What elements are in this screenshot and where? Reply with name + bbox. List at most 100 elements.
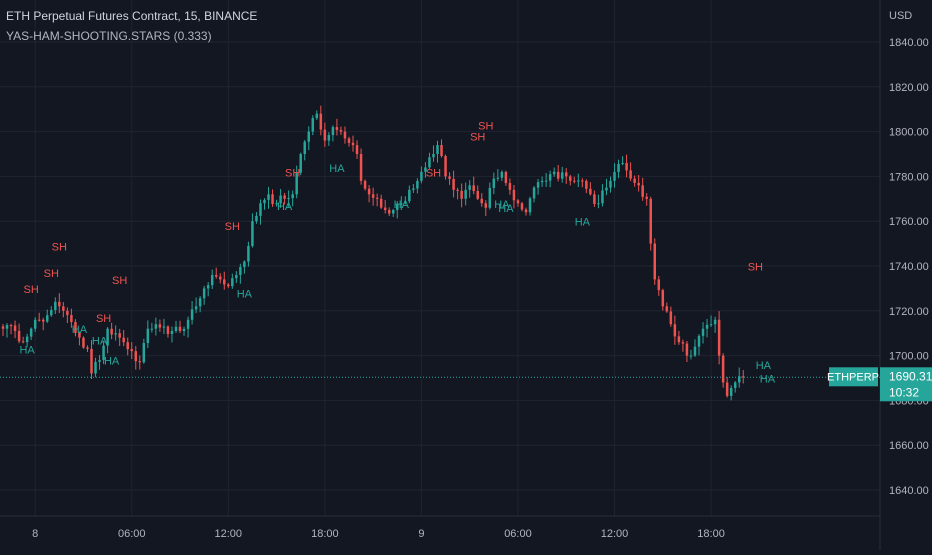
- candle-body: [573, 180, 576, 182]
- candle-body: [484, 203, 488, 208]
- candle-body: [396, 204, 399, 210]
- candle-body: [235, 274, 238, 279]
- hammer-label: HA: [72, 324, 88, 336]
- candle-body: [98, 360, 101, 362]
- hammer-label: HA: [329, 163, 345, 175]
- candle-body: [194, 306, 198, 310]
- candle-body: [673, 324, 677, 337]
- candle-body: [581, 180, 584, 182]
- time-axis-label: 8: [32, 528, 38, 540]
- candle-body: [162, 326, 166, 328]
- candle-body: [601, 190, 604, 204]
- candle-body: [134, 351, 138, 362]
- price-axis-label: 1660.00: [889, 440, 929, 452]
- hammer-label: HA: [760, 373, 776, 385]
- hammer-label: HA: [237, 288, 253, 300]
- candle-body: [665, 306, 669, 312]
- candle-body: [713, 319, 717, 325]
- candle-body: [82, 337, 85, 348]
- candle-body: [705, 324, 709, 329]
- candle-body: [468, 185, 471, 190]
- candle-body: [424, 167, 427, 172]
- candle-body: [299, 154, 302, 173]
- hammer-label: HA: [498, 203, 514, 215]
- candle-body: [166, 326, 170, 334]
- candle-body: [379, 198, 383, 208]
- candle-body: [742, 376, 745, 378]
- candle-body: [508, 183, 512, 190]
- candle-body: [62, 306, 65, 311]
- candle-body: [420, 171, 423, 181]
- candle-body: [198, 298, 202, 307]
- candle-body: [347, 138, 351, 143]
- symbol-title[interactable]: ETH Perpetual Futures Contract, 15, BINA…: [6, 9, 258, 23]
- candle-body: [46, 315, 49, 322]
- candle-body: [669, 311, 673, 325]
- candle-body: [593, 194, 596, 204]
- candle-body: [319, 113, 323, 130]
- shooting-star-label: SH: [470, 132, 485, 144]
- candle-body: [476, 191, 479, 199]
- candle-body: [387, 210, 391, 214]
- candle-body: [102, 345, 105, 361]
- time-axis-label: 06:00: [504, 528, 532, 540]
- candle-body: [717, 319, 721, 356]
- candle-body: [210, 274, 214, 286]
- candle-body: [709, 324, 713, 326]
- candle-body: [693, 346, 697, 356]
- candle-body: [130, 349, 133, 352]
- candle-body: [432, 154, 435, 158]
- candle-body: [452, 178, 455, 190]
- candle-body: [37, 319, 41, 321]
- candle-body: [520, 203, 524, 210]
- candle-body: [170, 330, 174, 334]
- price-axis-label: 1700.00: [889, 351, 929, 363]
- shooting-star-label: SH: [52, 241, 67, 253]
- candle-body: [512, 189, 516, 201]
- hammer-label: HA: [19, 344, 35, 356]
- hammer-label: HA: [575, 217, 591, 229]
- candle-body: [295, 172, 298, 195]
- candle-body: [202, 288, 206, 299]
- candle-body: [58, 301, 61, 307]
- candle-body: [186, 319, 190, 329]
- shooting-star-label: SH: [44, 268, 59, 280]
- candle-body: [689, 355, 693, 357]
- candle-body: [621, 162, 624, 164]
- candle-body: [150, 328, 154, 330]
- candle-body: [540, 180, 544, 183]
- candle-body: [440, 145, 443, 157]
- candle-body: [460, 190, 463, 199]
- candle-body: [263, 199, 266, 204]
- candle-body: [569, 176, 572, 181]
- candle-body: [496, 177, 500, 179]
- candle-body: [585, 180, 588, 189]
- candle-body: [25, 336, 29, 343]
- candle-body: [524, 209, 528, 213]
- candle-body: [637, 182, 640, 186]
- candle-body: [178, 326, 182, 331]
- price-axis-label: 1720.00: [889, 306, 929, 318]
- candle-body: [219, 276, 222, 280]
- shooting-star-label: SH: [426, 167, 441, 179]
- price-tag-bg: [880, 367, 932, 402]
- candle-body: [259, 203, 262, 216]
- candle-body: [375, 197, 379, 199]
- candle-body: [500, 171, 504, 178]
- time-axis-label: 18:00: [311, 528, 339, 540]
- candle-body: [311, 118, 315, 132]
- candle-body: [13, 325, 17, 331]
- candle-body: [625, 162, 628, 171]
- shooting-star-label: SH: [478, 120, 493, 132]
- candle-body: [536, 182, 540, 188]
- candle-body: [1, 326, 5, 329]
- candle-body: [416, 180, 419, 189]
- hammer-label: HA: [394, 199, 410, 211]
- candle-body: [729, 387, 733, 396]
- indicator-title[interactable]: YAS-HAM-SHOOTING.STARS (0.333): [6, 29, 212, 43]
- candle-body: [154, 324, 158, 329]
- candle-body: [355, 145, 359, 154]
- candle-body: [721, 355, 725, 383]
